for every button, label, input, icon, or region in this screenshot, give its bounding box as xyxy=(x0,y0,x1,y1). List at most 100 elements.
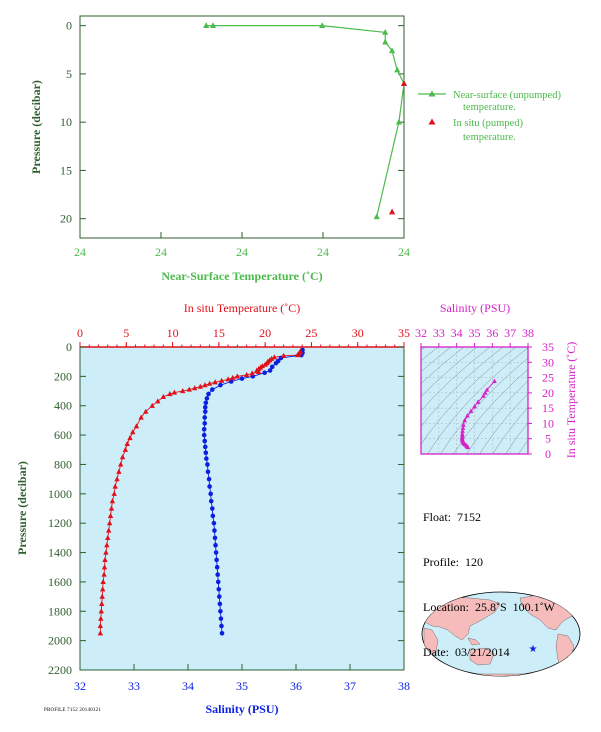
map-land-indonesia xyxy=(467,637,481,646)
temperature-tick-label: 0 xyxy=(77,326,83,340)
salinity-axis-ticks: 32 33 34 35 36 37 38 xyxy=(74,664,410,693)
pressure-tick-label: 600 xyxy=(54,428,72,442)
temperature-point xyxy=(122,446,129,452)
salinity-point xyxy=(208,491,213,497)
float-id: Float: 7152 xyxy=(423,510,482,524)
ts-x-tick-label: 33 xyxy=(433,326,445,340)
footer-label: PROFILE 7152 20140321 xyxy=(44,708,101,713)
temperature-point xyxy=(212,379,218,385)
near-surface-point xyxy=(319,22,326,29)
temperature-point xyxy=(105,527,112,533)
near-surface-point xyxy=(395,118,402,125)
temperature-point xyxy=(99,586,106,592)
temperature-point xyxy=(143,408,149,414)
profile-number: Profile: 120 xyxy=(423,555,483,569)
isopycnal-line xyxy=(427,347,528,454)
temperature-tick-label: 35 xyxy=(398,326,410,340)
temperature-point xyxy=(116,468,122,474)
isopycnal-line xyxy=(453,368,528,454)
temperature-point xyxy=(101,571,107,577)
temperature-point xyxy=(108,505,115,511)
isopycnal-line xyxy=(421,347,491,412)
salinity-point xyxy=(218,382,223,388)
near-surface-legend: Near-surface (unpumped) temperature. In … xyxy=(418,90,561,143)
ts-point xyxy=(472,404,477,409)
legend-label-near-surface-2: temperature. xyxy=(463,102,516,113)
salinity-tick-label: 32 xyxy=(74,679,86,693)
temperature-point xyxy=(206,380,213,386)
temperature-point xyxy=(107,512,114,518)
profile-y-axis-label: Pressure (decibar) xyxy=(15,461,29,555)
temperature-point xyxy=(167,390,173,397)
ts-point xyxy=(481,393,486,398)
temperature-point xyxy=(106,520,113,526)
temperature-tick-label: 5 xyxy=(123,326,129,340)
pressure-tick-label: 1200 xyxy=(48,516,72,530)
salinity-point xyxy=(214,564,220,570)
profile-series xyxy=(97,347,305,636)
ts-x-tick-label: 37 xyxy=(504,326,516,340)
pressure-tick-label: 800 xyxy=(54,457,72,471)
near-surface-x-tick-label: 24 xyxy=(398,245,410,259)
ts-y-tick-label: 35 xyxy=(542,340,554,354)
salinity-point xyxy=(206,391,211,397)
salinity-point xyxy=(211,520,217,526)
ts-x-axis-label: Salinity (PSU) xyxy=(440,301,510,315)
temperature-point xyxy=(97,622,104,629)
salinity-point xyxy=(204,396,210,401)
temperature-point xyxy=(160,393,167,400)
temperature-point xyxy=(118,461,124,467)
temperature-point xyxy=(111,490,117,496)
temperature-point xyxy=(262,361,268,367)
near-surface-point xyxy=(394,66,401,73)
ts-x-tick-label: 32 xyxy=(415,326,427,340)
in-situ-point xyxy=(389,208,396,215)
temperature-point xyxy=(271,354,278,360)
near-surface-x-ticks: 24 24 24 24 24 xyxy=(74,232,410,259)
temperature-axis-label: In situ Temperature (˚C) xyxy=(184,301,301,315)
salinity-point xyxy=(215,579,221,585)
salinity-point xyxy=(206,476,212,482)
temperature-tick-label: 25 xyxy=(305,326,317,340)
temperature-point xyxy=(112,483,118,489)
temperature-point xyxy=(124,440,130,446)
salinity-point xyxy=(202,404,208,410)
near-surface-y-tick-label: 5 xyxy=(66,67,72,81)
ts-x-tick-label: 35 xyxy=(469,326,481,340)
temperature-point xyxy=(102,556,108,562)
salinity-point xyxy=(212,528,217,533)
near-surface-point xyxy=(389,47,396,54)
near-surface-y-axis-label: Pressure (decibar) xyxy=(29,80,43,174)
temperature-point xyxy=(104,542,110,548)
ts-y-tick-label: 10 xyxy=(542,416,554,430)
temperature-point xyxy=(98,615,104,621)
ts-x-tick-label: 38 xyxy=(522,326,534,340)
salinity-axis-label: Salinity (PSU) xyxy=(205,702,278,716)
temperature-point xyxy=(218,377,225,383)
temperature-tick-label: 30 xyxy=(352,326,364,340)
salinity-point xyxy=(218,608,223,614)
salinity-point xyxy=(239,376,245,381)
isopycnal-line xyxy=(421,347,517,445)
ts-point xyxy=(482,390,488,395)
salinity-point xyxy=(214,557,219,563)
temperature-point xyxy=(98,608,104,614)
ts-x-tick-label: 34 xyxy=(451,326,463,340)
temperature-point xyxy=(130,429,136,435)
ts-isopycnal-lines xyxy=(421,347,528,454)
salinity-point xyxy=(217,594,222,599)
ts-point xyxy=(460,428,465,433)
legend-marker-in-situ xyxy=(428,118,436,125)
near-surface-y-tick-label: 10 xyxy=(60,115,72,129)
ts-series xyxy=(459,378,497,450)
ts-point xyxy=(460,425,466,430)
isopycnal-line xyxy=(479,393,528,454)
temperature-point xyxy=(133,423,140,429)
temperature-point xyxy=(249,370,255,376)
pressure-tick-label: 400 xyxy=(54,399,72,413)
temperature-point xyxy=(101,564,108,570)
ts-point xyxy=(461,422,466,427)
temperature-point xyxy=(119,454,126,460)
salinity-point xyxy=(202,438,208,444)
temperature-point xyxy=(192,385,198,391)
